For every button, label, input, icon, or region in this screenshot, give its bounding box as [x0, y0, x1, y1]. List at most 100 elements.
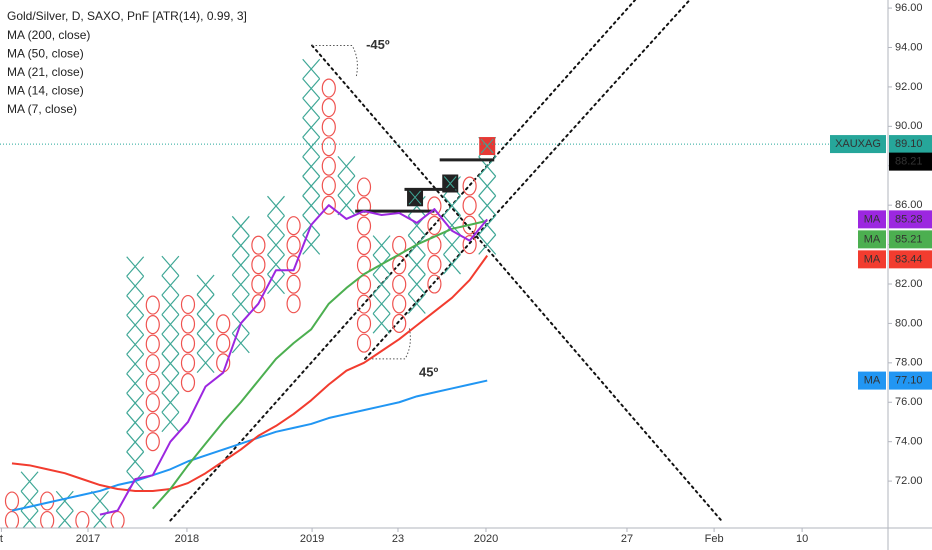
- x-box: [231, 274, 250, 295]
- o-box: [145, 334, 160, 354]
- x-box: [196, 274, 215, 295]
- o-box: [321, 117, 336, 137]
- o-box: [145, 432, 160, 452]
- o-box: [356, 236, 372, 256]
- x-box: [20, 510, 39, 528]
- x-box: [302, 117, 321, 138]
- x-column: [337, 155, 356, 216]
- x-box: [91, 490, 109, 512]
- x-box: [161, 333, 180, 355]
- o-box: [462, 176, 477, 196]
- legend-entry: MA (7, close): [7, 102, 77, 116]
- x-box: [161, 255, 180, 277]
- last-price-label: 89.10: [895, 138, 923, 150]
- x-box: [337, 155, 356, 177]
- x-box: [302, 78, 321, 99]
- legend-entry: MA (50, close): [7, 47, 84, 61]
- x-box: [231, 215, 250, 237]
- o-box: [180, 353, 196, 373]
- x-box: [196, 313, 215, 334]
- reversal-label: 88.21: [895, 156, 923, 168]
- x-box: [126, 256, 145, 277]
- x-box: [231, 235, 250, 256]
- x-box: [407, 254, 426, 275]
- o-box: [251, 294, 266, 314]
- x-box: [302, 58, 321, 80]
- x-box: [161, 275, 180, 296]
- x-box: [302, 136, 321, 158]
- o-box: [392, 294, 407, 314]
- x-box: [372, 235, 391, 256]
- o-box: [286, 255, 301, 275]
- o-box: [356, 294, 372, 314]
- x-tick-label: 10: [796, 533, 808, 545]
- x-box: [126, 373, 145, 394]
- x-box: [231, 293, 250, 315]
- o-box: [180, 314, 196, 334]
- o-box: [462, 215, 477, 235]
- y-tick-label: 80.00: [895, 317, 923, 329]
- ma-tag: MA: [864, 213, 881, 225]
- o-column: [286, 216, 301, 314]
- o-box: [180, 294, 196, 315]
- x-column: [231, 215, 250, 354]
- x-column: [161, 255, 180, 433]
- x-box: [196, 352, 215, 373]
- x-box: [126, 451, 145, 472]
- x-tick-label: t: [0, 533, 3, 545]
- x-column: [126, 256, 145, 492]
- o-box: [427, 196, 442, 216]
- x-tick-label: 2020: [474, 533, 498, 545]
- o-box: [462, 235, 477, 255]
- y-tick-label: 72.00: [895, 475, 923, 487]
- ma-tag-box: [858, 250, 886, 269]
- x-box: [196, 333, 215, 354]
- trendline: [169, 0, 637, 522]
- ma-value-label: 77.10: [895, 374, 923, 386]
- o-box: [392, 274, 407, 294]
- x-box: [478, 195, 497, 216]
- o-box: [321, 195, 336, 215]
- legend-entry: MA (21, close): [7, 65, 84, 79]
- ma-value-label: 85.21: [895, 233, 923, 245]
- x-box: [196, 294, 215, 315]
- ma-tag: MA: [864, 233, 881, 245]
- x-box: [407, 274, 426, 295]
- x-box: [126, 334, 145, 355]
- x-tick-label: Feb: [705, 533, 724, 545]
- x-box: [126, 431, 145, 453]
- o-box: [392, 313, 407, 333]
- o-box: [356, 275, 372, 295]
- x-box: [407, 293, 426, 314]
- highlight-x: [408, 189, 422, 205]
- o-column: [145, 295, 160, 452]
- o-box: [251, 274, 266, 294]
- o-box: [145, 412, 160, 432]
- ma-value-box: [889, 210, 932, 229]
- x-box: [302, 195, 321, 216]
- angle-label: 45º: [419, 364, 438, 379]
- angle-arc: [365, 326, 411, 360]
- o-box: [286, 294, 301, 314]
- x-box: [443, 254, 461, 275]
- ma-value-label: 85.28: [895, 213, 923, 225]
- o-column: [251, 235, 266, 314]
- o-box: [321, 78, 336, 98]
- x-box: [372, 274, 391, 295]
- chart-title: Gold/Silver, D, SAXO, PnF [ATR(14), 0.99…: [7, 9, 247, 23]
- x-tick-label: 2018: [175, 533, 199, 545]
- o-column: [180, 294, 196, 393]
- angle-label: -45º: [366, 37, 390, 52]
- y-tick-label: 78.00: [895, 357, 923, 369]
- o-box: [321, 98, 336, 118]
- ma-tag-box: [858, 230, 886, 249]
- x-box: [161, 411, 180, 433]
- x-box: [443, 195, 461, 216]
- ma-value-label: 83.44: [895, 253, 923, 265]
- o-box: [216, 333, 231, 353]
- x-box: [55, 490, 74, 512]
- x-column: [55, 490, 74, 528]
- o-column: [392, 235, 407, 333]
- o-column: [356, 177, 372, 353]
- x-box: [267, 273, 285, 295]
